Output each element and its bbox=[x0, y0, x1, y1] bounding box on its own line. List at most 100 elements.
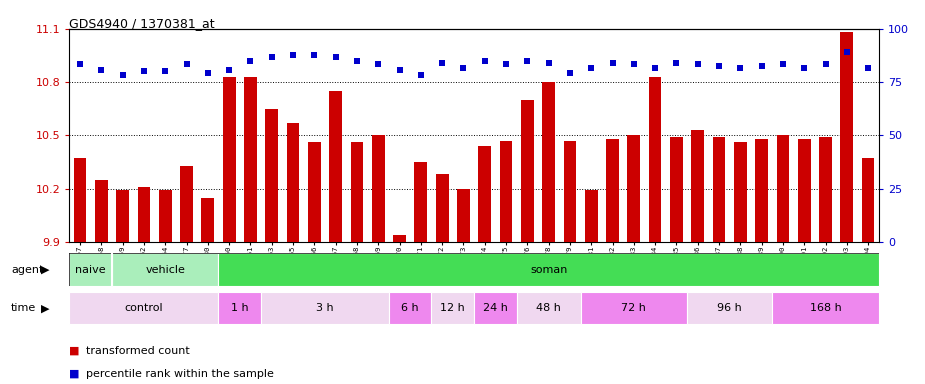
Point bbox=[137, 68, 152, 74]
Bar bbox=[393, 235, 406, 242]
Bar bbox=[388, 292, 431, 324]
Bar bbox=[755, 139, 768, 242]
Bar bbox=[474, 292, 517, 324]
Bar bbox=[841, 32, 853, 242]
Text: 168 h: 168 h bbox=[809, 303, 842, 313]
Point bbox=[413, 72, 428, 78]
Text: vehicle: vehicle bbox=[145, 265, 185, 275]
Bar bbox=[117, 190, 129, 242]
Point bbox=[605, 60, 620, 66]
Bar bbox=[69, 292, 218, 324]
Point bbox=[265, 54, 279, 60]
Point bbox=[733, 65, 747, 71]
Bar bbox=[95, 180, 107, 242]
Bar bbox=[500, 141, 512, 242]
Text: 24 h: 24 h bbox=[483, 303, 508, 313]
Bar bbox=[308, 142, 321, 242]
Bar bbox=[138, 187, 150, 242]
Text: percentile rank within the sample: percentile rank within the sample bbox=[86, 369, 274, 379]
Point bbox=[711, 63, 726, 69]
Point bbox=[307, 52, 322, 58]
Text: ■: ■ bbox=[69, 369, 80, 379]
Bar bbox=[585, 190, 598, 242]
Point bbox=[350, 58, 364, 64]
Text: control: control bbox=[125, 303, 163, 313]
Text: 6 h: 6 h bbox=[401, 303, 419, 313]
Bar bbox=[691, 130, 704, 242]
Point bbox=[562, 70, 577, 76]
Point bbox=[477, 58, 492, 64]
Bar bbox=[287, 123, 300, 242]
Text: agent: agent bbox=[11, 265, 43, 275]
Bar bbox=[776, 136, 789, 242]
Bar bbox=[581, 292, 687, 324]
Bar bbox=[159, 190, 172, 242]
Bar bbox=[69, 253, 112, 286]
Bar bbox=[517, 292, 581, 324]
Text: 96 h: 96 h bbox=[717, 303, 742, 313]
Bar bbox=[797, 139, 810, 242]
Text: 48 h: 48 h bbox=[536, 303, 561, 313]
Bar bbox=[261, 292, 388, 324]
Text: naive: naive bbox=[75, 265, 106, 275]
Bar bbox=[563, 141, 576, 242]
Point bbox=[94, 66, 109, 73]
Point bbox=[435, 60, 450, 66]
Bar bbox=[542, 82, 555, 242]
Bar bbox=[372, 136, 385, 242]
Bar bbox=[712, 137, 725, 242]
Bar bbox=[414, 162, 427, 242]
Bar bbox=[218, 253, 879, 286]
Text: time: time bbox=[11, 303, 36, 313]
Text: soman: soman bbox=[530, 265, 567, 275]
Bar bbox=[627, 136, 640, 242]
Text: 1 h: 1 h bbox=[231, 303, 249, 313]
Point bbox=[499, 61, 513, 67]
Point bbox=[158, 68, 173, 74]
Point bbox=[626, 61, 641, 67]
Bar bbox=[112, 253, 218, 286]
Bar bbox=[244, 77, 257, 242]
Point bbox=[669, 60, 684, 66]
Bar bbox=[74, 159, 86, 242]
Text: 3 h: 3 h bbox=[316, 303, 334, 313]
Bar bbox=[606, 139, 619, 242]
Bar bbox=[478, 146, 491, 242]
Point bbox=[222, 66, 237, 73]
Bar bbox=[431, 292, 474, 324]
Point bbox=[796, 65, 811, 71]
Bar bbox=[223, 77, 236, 242]
Point bbox=[73, 61, 88, 67]
Bar bbox=[687, 292, 772, 324]
Point bbox=[179, 61, 194, 67]
Bar bbox=[820, 137, 832, 242]
Point bbox=[520, 58, 535, 64]
Bar bbox=[862, 159, 874, 242]
Text: ▶: ▶ bbox=[41, 265, 49, 275]
Text: transformed count: transformed count bbox=[86, 346, 190, 356]
Bar bbox=[436, 174, 449, 242]
Point bbox=[328, 54, 343, 60]
Point bbox=[392, 66, 407, 73]
Point bbox=[775, 61, 790, 67]
Text: GDS4940 / 1370381_at: GDS4940 / 1370381_at bbox=[69, 17, 215, 30]
Point bbox=[243, 58, 258, 64]
Point bbox=[690, 61, 705, 67]
Bar bbox=[180, 166, 193, 242]
Bar bbox=[670, 137, 683, 242]
Point bbox=[541, 60, 556, 66]
Bar bbox=[734, 142, 746, 242]
Point bbox=[201, 70, 216, 76]
Text: ■: ■ bbox=[69, 346, 80, 356]
Point bbox=[371, 61, 386, 67]
Bar bbox=[202, 197, 215, 242]
Point bbox=[860, 65, 875, 71]
Text: 72 h: 72 h bbox=[622, 303, 647, 313]
Bar bbox=[218, 292, 261, 324]
Bar bbox=[648, 77, 661, 242]
Point bbox=[584, 65, 598, 71]
Point bbox=[456, 65, 471, 71]
Point bbox=[648, 65, 662, 71]
Text: 12 h: 12 h bbox=[440, 303, 465, 313]
Point bbox=[286, 52, 301, 58]
